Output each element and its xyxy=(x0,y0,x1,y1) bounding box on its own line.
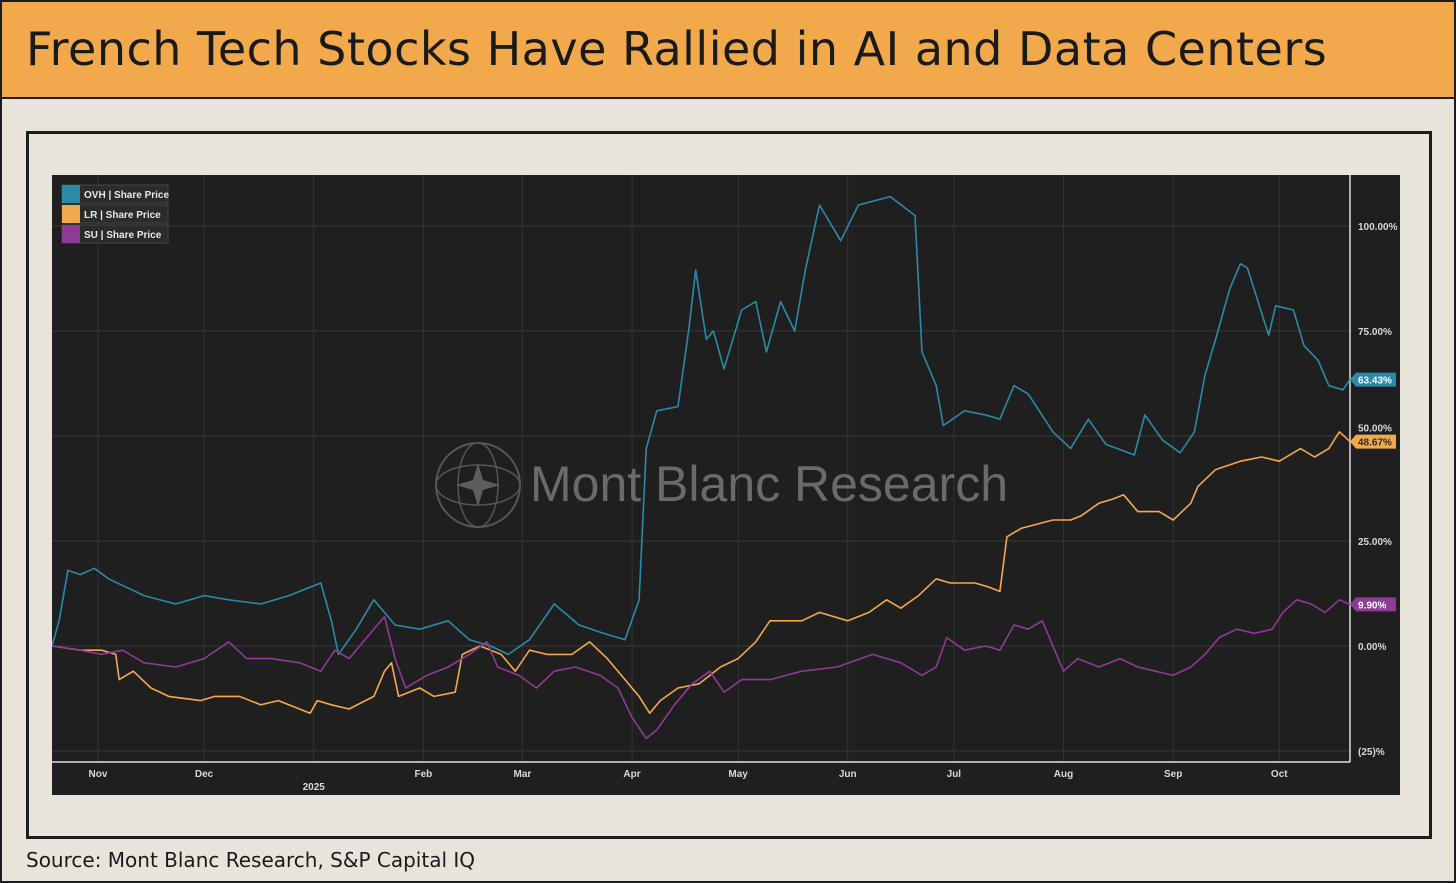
last-value-badge xyxy=(1350,372,1396,387)
legend-label: OVH | Share Price xyxy=(84,190,169,201)
last-value-label: 9.90% xyxy=(1358,600,1386,611)
y-tick-label: 100.00% xyxy=(1358,222,1398,233)
x-tick-label: Sep xyxy=(1164,769,1182,780)
series-line-ovh xyxy=(51,195,1351,656)
legend-swatch xyxy=(62,225,80,243)
legend-label: LR | Share Price xyxy=(84,210,161,221)
x-tick-label: Apr xyxy=(623,769,640,780)
x-tick-label: Feb xyxy=(414,769,432,780)
last-value-label: 48.67% xyxy=(1358,438,1392,449)
chart-area: 100.00% 75.00% 50.00% 25.00% 0.00% (25)% Nov De… xyxy=(51,175,1400,795)
x-tick-label: Dec xyxy=(195,769,214,780)
legend-swatch xyxy=(62,205,80,223)
x-tick-label: May xyxy=(728,769,748,780)
last-value-badge xyxy=(1350,434,1396,449)
source-note: Source: Mont Blanc Research, S&P Capital… xyxy=(26,848,476,872)
y-tick-label: (25)% xyxy=(1358,747,1385,758)
legend-swatch xyxy=(62,185,80,203)
last-value-badge xyxy=(1350,597,1396,612)
x-tick-year-label: 2025 xyxy=(303,782,326,793)
x-tick-label: Jul xyxy=(947,769,962,780)
x-tick-label: Oct xyxy=(1271,769,1288,780)
y-tick-label: 0.00% xyxy=(1358,642,1386,653)
content-panel xyxy=(0,97,1456,883)
series-line-su xyxy=(51,598,1351,740)
page-title: French Tech Stocks Have Rallied in AI an… xyxy=(26,22,1328,76)
x-tick-label: Mar xyxy=(513,769,531,780)
x-tick-label: Nov xyxy=(89,769,108,780)
x-tick-label: Aug xyxy=(1054,769,1073,780)
watermark-logo xyxy=(435,442,521,528)
y-tick-label: 75.00% xyxy=(1358,327,1392,338)
line-chart: 100.00% 75.00% 50.00% 25.00% 0.00% (25)% Nov De… xyxy=(51,175,1398,793)
title-banner: French Tech Stocks Have Rallied in AI an… xyxy=(0,0,1456,99)
last-value-label: 63.43% xyxy=(1358,376,1392,387)
x-tick-label: Jun xyxy=(839,769,857,780)
legend-label: SU | Share Price xyxy=(84,230,162,241)
series-line-lr xyxy=(51,430,1351,715)
watermark-text: Mont Blanc Research xyxy=(530,456,1008,512)
y-tick-label: 25.00% xyxy=(1358,537,1392,548)
y-tick-label: 50.00% xyxy=(1358,424,1392,435)
